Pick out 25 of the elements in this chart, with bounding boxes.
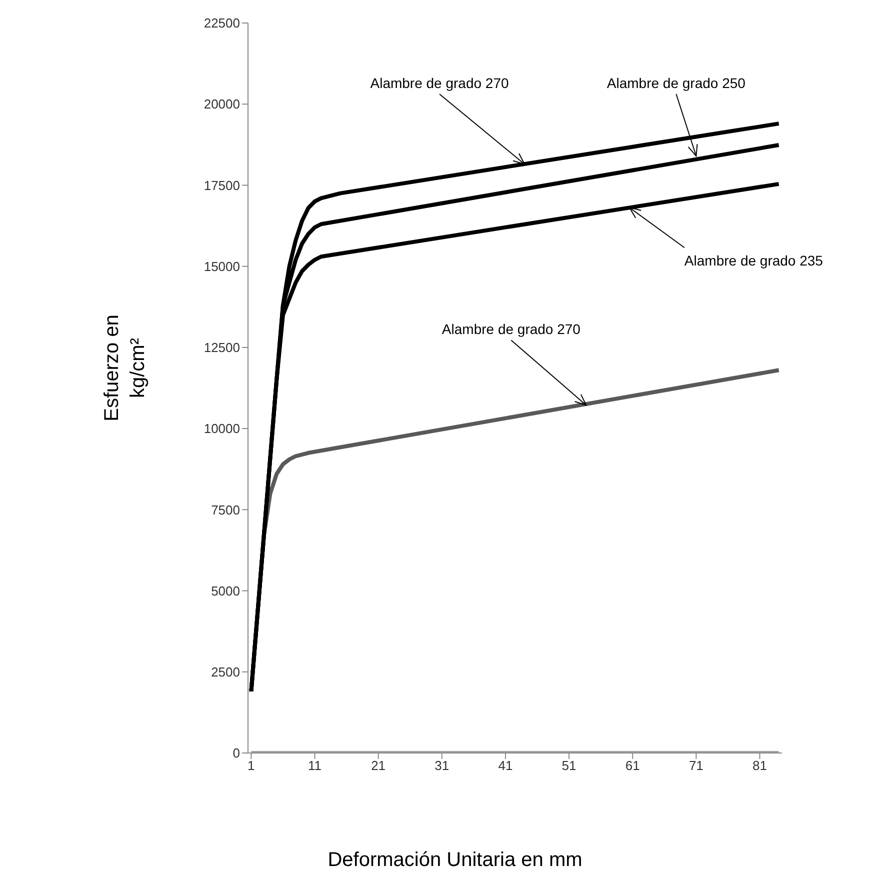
y-tick-label: 10000 xyxy=(204,421,240,436)
y-tick-label: 22500 xyxy=(204,16,240,31)
y-tick-label: 7500 xyxy=(211,502,240,518)
x-tick-label: 31 xyxy=(434,758,450,774)
y-tick-label: 15000 xyxy=(204,258,240,274)
y-tick-label: 0 xyxy=(232,746,240,761)
y-tick-label: 5000 xyxy=(211,583,240,598)
x-tick-label: 1 xyxy=(248,758,255,774)
y-tick-label: 12500 xyxy=(204,340,240,356)
y-tick-label: 17500 xyxy=(204,178,240,193)
y-tick-label: 2500 xyxy=(211,664,240,680)
x-tick-label: 41 xyxy=(498,758,513,774)
y-axis-title: Esfuerzo en kg/cm² xyxy=(101,314,149,422)
y-tick-label: 20000 xyxy=(204,96,240,112)
x-tick-label: 21 xyxy=(371,758,386,774)
annotation: Alambre de grado 270 xyxy=(442,321,581,338)
annotation: Alambre de grado 235 xyxy=(684,252,824,269)
x-tick-label: 81 xyxy=(752,758,767,774)
x-tick-label: 51 xyxy=(562,758,576,774)
x-axis-title: Deformación Unitaria en mm xyxy=(328,849,582,871)
x-tick-label: 11 xyxy=(308,758,322,774)
annotation: Alambre de grado 270 xyxy=(370,75,510,92)
x-tick-label: 61 xyxy=(625,758,640,774)
x-tick-label: 71 xyxy=(688,758,704,774)
annotation: Alambre de grado 250 xyxy=(606,75,746,92)
